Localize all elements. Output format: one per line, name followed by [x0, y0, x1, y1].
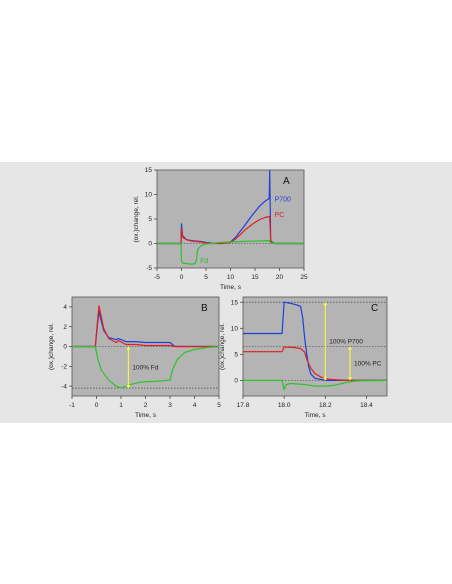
y-axis-title: (ox.)change, rel.	[219, 323, 226, 370]
x-axis-title: Time, s	[135, 412, 157, 419]
y-tick-label: 5	[148, 216, 152, 223]
x-tick-label: 5	[204, 274, 208, 281]
x-tick-label: 5	[217, 402, 221, 409]
panel-a: -5 0 5 10 15 20 25 -5 0 5 10 15 Time, s (ox.)change, …	[133, 167, 308, 291]
series-label-pc: PC	[275, 212, 285, 219]
marker-arrowtail	[347, 377, 352, 381]
x-tick-label: 0	[180, 274, 184, 281]
y-tick-label: 2	[63, 324, 67, 331]
y-tick-label: 15	[145, 167, 153, 174]
y-tick-label: -4	[61, 383, 67, 390]
y-tick-label: 0	[234, 378, 238, 385]
y-tick-label: 0	[148, 241, 152, 248]
x-tick-label: 3	[168, 402, 172, 409]
x-axis-title: Time, s	[304, 412, 326, 419]
y-axis-title: (ox.)change, rel.	[48, 323, 55, 370]
y-tick-label: 10	[231, 325, 239, 332]
marker-arrowtail	[323, 377, 328, 381]
panel-letter: C	[371, 303, 378, 314]
marker-label: 100% P700	[329, 338, 363, 345]
y-tick-label: 15	[231, 299, 239, 306]
x-tick-label: 18.4	[360, 402, 373, 409]
x-tick-label: 10	[227, 274, 235, 281]
marker-arrowtail	[126, 385, 131, 389]
panel-c: 17.8 18.0 18.2 18.4 0 5 10 15 Time, s (ox.)change…	[219, 296, 388, 419]
x-tick-label: 18.0	[278, 402, 291, 409]
series-line-pc	[243, 346, 387, 381]
series-label-fd: Fd	[200, 258, 208, 265]
x-tick-label: 17.8	[237, 402, 250, 409]
x-tick-label: -1	[69, 402, 75, 409]
marker-arrowhead	[347, 346, 352, 350]
y-tick-label: 5	[234, 352, 238, 359]
series-line-pc	[72, 305, 219, 348]
x-axis-title: Time, s	[220, 284, 242, 291]
series-line-p700	[243, 301, 387, 381]
marker-label: 100% Fd	[132, 364, 158, 371]
x-tick-label: 18.2	[319, 402, 332, 409]
panel-letter: A	[283, 176, 290, 187]
y-tick-label: 4	[63, 304, 67, 311]
marker-label: 100% PC	[354, 360, 382, 367]
x-tick-label: 25	[300, 274, 308, 281]
y-axis-title: (ox.)change, rel.	[133, 195, 140, 242]
x-tick-label: 1	[119, 402, 123, 409]
x-tick-label: 2	[144, 402, 148, 409]
marker-arrowhead	[126, 346, 131, 350]
series-label-p700: P700	[275, 196, 291, 203]
y-tick-label: -5	[146, 265, 152, 272]
series-line-fd	[72, 345, 219, 389]
marker-arrowhead	[323, 302, 328, 306]
panel-letter: B	[201, 303, 208, 314]
y-tick-label: -2	[61, 364, 67, 371]
series-line-fd	[157, 240, 304, 265]
x-tick-label: 0	[95, 402, 99, 409]
y-tick-label: 0	[63, 344, 67, 351]
y-tick-label: 10	[145, 192, 153, 199]
series-line-fd	[243, 379, 387, 391]
x-tick-label: 4	[193, 402, 197, 409]
x-tick-label: 20	[276, 274, 284, 281]
x-tick-label: -5	[154, 274, 160, 281]
series-line-pc	[157, 215, 304, 245]
x-tick-label: 15	[251, 274, 259, 281]
panel-b: -1 0 1 2 3 4 5 -4 -2 0 2 4 Time, s (ox.)change, rel. 1…	[48, 296, 221, 419]
